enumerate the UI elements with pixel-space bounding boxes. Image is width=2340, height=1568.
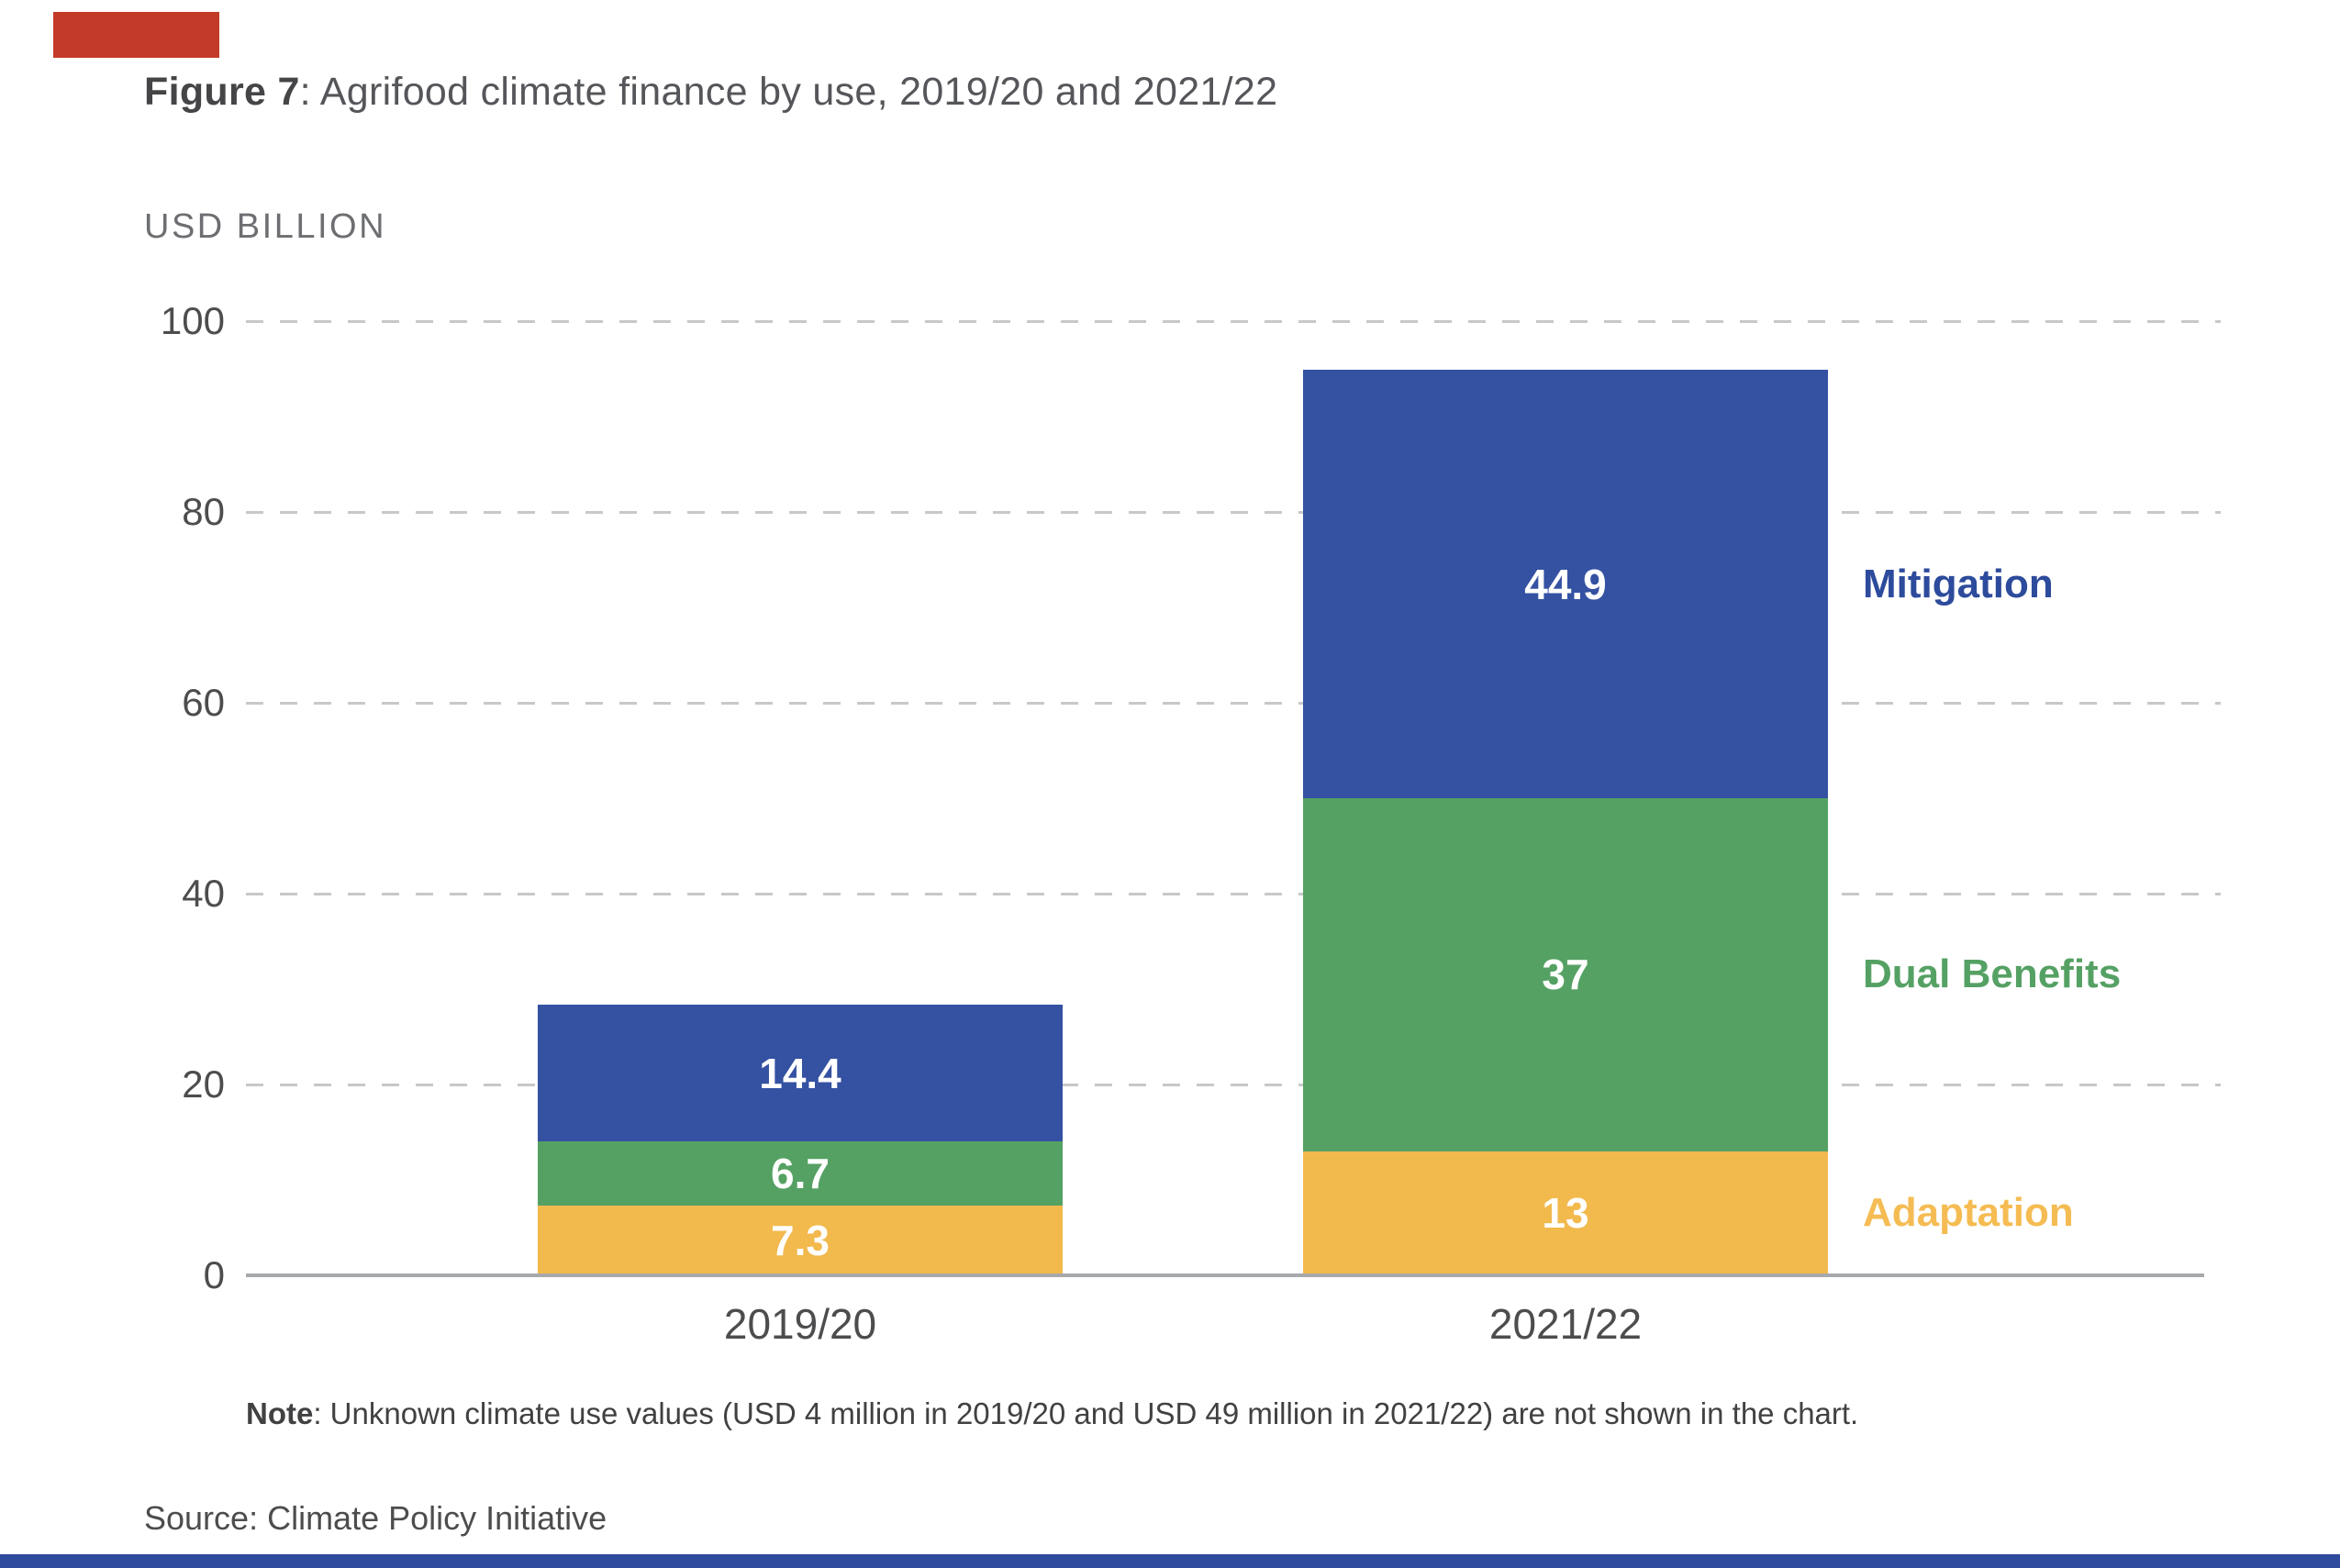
value-label: 14.4 [759, 1049, 841, 1097]
y-axis-unit-label: USD BILLION [144, 207, 387, 246]
y-gridline-60 [246, 702, 2221, 705]
y-axis-tick-label-100: 100 [160, 299, 225, 342]
y-gridline-20 [246, 1084, 2221, 1086]
figure-title-text: : Agrifood climate finance by use, 2019/… [299, 70, 1278, 114]
figure-title-prefix: Figure 7 [144, 70, 300, 114]
bar-segment-adaptation: 13 [1303, 1151, 1828, 1275]
value-label: 6.7 [771, 1150, 830, 1198]
x-axis-label-2021-22: 2021/22 [1488, 1300, 1643, 1348]
bar-segment-dual-benefits: 37 [1303, 798, 1828, 1151]
legend-label-adaptation: Adaptation [1863, 1190, 2074, 1236]
y-gridline-100 [246, 320, 2221, 323]
chart-note-prefix: Note [246, 1396, 314, 1430]
x-axis-line [246, 1273, 2204, 1277]
value-label: 44.9 [1524, 560, 1607, 608]
value-label: 37 [1542, 951, 1589, 999]
figure-title: Figure 7: Agrifood climate finance by us… [144, 70, 1277, 115]
bar-segment-dual-benefits: 6.7 [538, 1141, 1063, 1207]
x-axis-label-2019-20: 2019/20 [723, 1300, 877, 1348]
y-axis-tick-label-40: 40 [182, 872, 225, 915]
y-gridline-40 [246, 893, 2221, 895]
source-text: Source: Climate Policy Initiative [144, 1499, 607, 1537]
page-footer-accent [0, 1554, 2340, 1568]
legend-label-mitigation: Mitigation [1863, 561, 2054, 606]
chart-note-text: : Unknown climate use values (USD 4 mill… [313, 1396, 1859, 1430]
y-axis-tick-label-60: 60 [182, 681, 225, 724]
legend-label-dual-benefits: Dual Benefits [1863, 951, 2122, 997]
page-corner-accent [53, 12, 219, 58]
chart-note: Note: Unknown climate use values (USD 4 … [246, 1396, 1858, 1431]
y-axis-tick-label-20: 20 [182, 1062, 225, 1106]
bar-segment-mitigation: 44.9 [1303, 370, 1828, 798]
value-label: 13 [1542, 1189, 1589, 1238]
y-axis-tick-label-80: 80 [182, 490, 225, 533]
y-gridline-80 [246, 511, 2221, 514]
y-axis-tick-label-0: 0 [203, 1253, 225, 1296]
bar-segment-adaptation: 7.3 [538, 1206, 1063, 1275]
bar-segment-mitigation: 14.4 [538, 1004, 1063, 1142]
value-label: 7.3 [771, 1217, 830, 1265]
